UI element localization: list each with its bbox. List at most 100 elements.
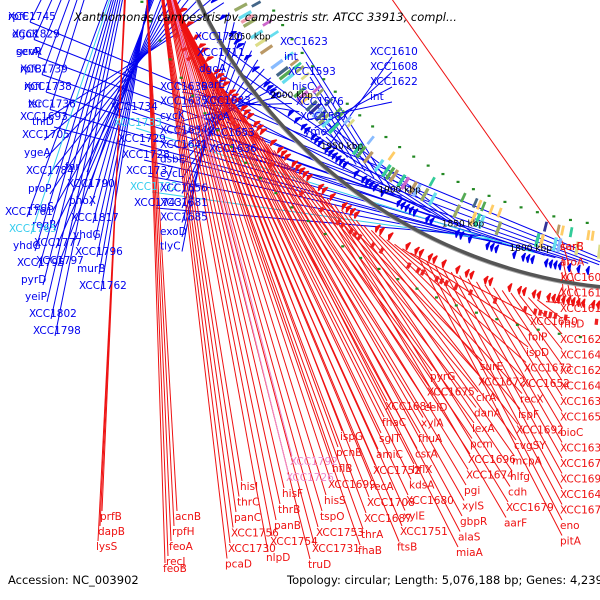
reverse-gene-label: carB xyxy=(560,241,584,253)
gc-skew-tick xyxy=(311,65,315,68)
reverse-feature-block xyxy=(522,305,528,313)
reverse-cds-arrow xyxy=(200,47,209,54)
reverse-feature-block xyxy=(226,115,234,122)
cog-category-block xyxy=(312,84,322,94)
reverse-feature-block xyxy=(185,55,193,62)
reverse-gene-label: pyrG xyxy=(430,371,455,383)
reverse-cds-arrow xyxy=(317,183,325,192)
reverse-gene-label: eno xyxy=(560,520,580,532)
reverse-gene-leader xyxy=(173,0,335,464)
reverse-cds-arrow xyxy=(291,160,299,168)
reverse-gene-label: XCC1792 xyxy=(290,456,338,468)
forward-gene-label: int xyxy=(284,51,298,63)
reverse-gene-leader xyxy=(261,136,469,470)
reverse-gene-leader xyxy=(161,0,234,528)
forward-gene-label: XCC1635 xyxy=(160,96,208,108)
forward-cds-arrow xyxy=(236,42,245,49)
forward-gene-leader xyxy=(88,0,153,190)
forward-cds-arrow xyxy=(293,116,302,124)
reverse-feature-block xyxy=(415,266,421,274)
reverse-cds-arrow xyxy=(546,292,552,302)
reverse-gene-leader xyxy=(170,0,289,473)
accession-label: Accession: NC_003902 xyxy=(8,573,139,587)
reverse-gene-label: XCC1670 xyxy=(560,458,600,470)
forward-cds-arrow xyxy=(576,264,581,274)
reverse-cds-arrow xyxy=(427,253,434,262)
forward-gene-label: XCC1622 xyxy=(370,76,418,88)
reverse-cds-arrow xyxy=(302,170,310,179)
forward-gene-label: dsbE xyxy=(160,154,185,166)
cog-category-block xyxy=(452,204,462,219)
reverse-gene-leader xyxy=(163,0,243,482)
reverse-gene-label: XCC1754 xyxy=(270,536,318,548)
kbp-scale-labels: 1800 kbp 1850 kbp 1900 kbp 1950 kbp 2000 kbp… xyxy=(228,33,552,254)
forward-gene-label: dgoK xyxy=(12,29,40,41)
gc-skew-tick xyxy=(149,20,153,23)
gc-skew-tick xyxy=(398,145,402,149)
reverse-feature-block xyxy=(298,189,305,197)
forward-cds-arrow xyxy=(467,234,474,244)
gc-skew-tick xyxy=(495,318,499,321)
forward-gene-leader xyxy=(181,31,241,223)
cog-category-block xyxy=(568,227,574,238)
forward-gene-label: parE xyxy=(201,79,225,91)
cog-category-block xyxy=(366,135,375,145)
reverse-feature-block xyxy=(594,318,599,325)
reverse-gene-leader xyxy=(172,0,327,496)
reverse-feature-block xyxy=(563,314,568,321)
reverse-gene-label: hisS xyxy=(324,495,346,507)
gc-skew-tick xyxy=(140,0,144,3)
gc-skew-tick xyxy=(552,215,556,218)
reverse-gene-leader xyxy=(170,0,319,528)
reverse-gene-label: lexA xyxy=(472,423,495,435)
forward-gene-label: regS xyxy=(30,201,54,213)
forward-cds-arrow xyxy=(251,66,260,73)
reverse-gene-leader xyxy=(348,214,517,441)
reverse-gene-label: mcpA xyxy=(512,456,543,468)
reverse-cds-arrow xyxy=(521,287,527,297)
reverse-cds-arrow xyxy=(469,270,475,280)
forward-cds-arrow xyxy=(365,178,372,187)
reverse-gene-label: XCC1611 xyxy=(560,288,600,300)
reverse-gene-leader xyxy=(162,0,240,497)
reverse-gene-label: pcnB xyxy=(336,447,362,459)
gc-skew-tick xyxy=(578,335,582,339)
gc-skew-tick xyxy=(471,188,475,191)
forward-cds-arrow xyxy=(219,14,228,21)
forward-gene-label: XCC1802 xyxy=(29,308,77,320)
forward-gene-leader xyxy=(42,0,117,286)
cog-category-block xyxy=(590,230,595,241)
reverse-cds-arrow xyxy=(464,268,471,278)
forward-cds-arrow xyxy=(380,188,387,198)
cog-category-block xyxy=(296,89,309,102)
reverse-gene-leader xyxy=(146,0,172,542)
forward-gene-label: XCC1685 xyxy=(160,212,208,224)
reverse-gene-label: XCC1684 xyxy=(385,401,433,413)
cog-category-block xyxy=(278,69,292,81)
reverse-gene-leader xyxy=(169,0,285,489)
forward-gene-leader xyxy=(30,0,110,235)
forward-gene-label: XCC1796 xyxy=(75,246,123,258)
reverse-gene-label: XCC1638 xyxy=(560,443,600,455)
cog-category-block xyxy=(295,65,305,74)
forward-gene-label: gcvR xyxy=(16,46,42,58)
gc-skew-tick xyxy=(377,267,381,271)
forward-gene-leader xyxy=(92,0,151,224)
reverse-feature-block xyxy=(180,46,188,53)
reverse-gene-leader xyxy=(341,209,515,456)
forward-gene-leader xyxy=(45,91,578,263)
forward-cds-arrow xyxy=(228,31,238,37)
forward-gene-label: yeiP xyxy=(25,291,47,303)
forward-cds-arrow xyxy=(310,133,318,141)
forward-cds-arrow xyxy=(512,250,518,260)
reverse-gene-label: folP xyxy=(528,332,547,344)
cog-category-block xyxy=(480,201,487,212)
reverse-gene-leader xyxy=(146,0,178,512)
reverse-gene-label: XCC1647 xyxy=(560,381,600,393)
forward-gene-leader xyxy=(98,0,149,275)
reverse-gene-leader xyxy=(510,292,563,366)
forward-gene-leader xyxy=(50,0,121,320)
forward-gene-label: XCC1587 xyxy=(300,111,348,123)
forward-gene-leader xyxy=(325,136,340,151)
